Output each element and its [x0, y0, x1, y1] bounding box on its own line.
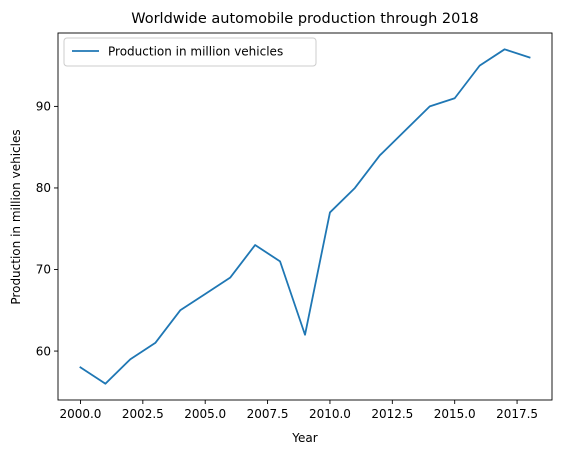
data-point-2008: [279, 260, 281, 262]
data-point-2011: [354, 187, 356, 189]
data-point-2003: [154, 342, 156, 344]
chart-title: Worldwide automobile production through …: [131, 11, 479, 27]
series-line-0: [79, 48, 531, 385]
plot-area: 2000.0 2002.5 2005.0 2007.5 2010.0 2012.5 2015…: [36, 32, 553, 421]
data-point-2002: [129, 358, 131, 360]
data-point-2006: [229, 276, 231, 278]
y-tick-label: 70: [36, 263, 51, 277]
x-tick-label: 2015.0: [434, 407, 476, 421]
data-point-2018: [528, 56, 530, 58]
x-tick-label: 2012.5: [371, 407, 413, 421]
data-point-2017: [503, 48, 505, 50]
data-point-2007: [254, 244, 256, 246]
data-point-2014: [429, 105, 431, 107]
y-tick-label: 90: [36, 100, 51, 114]
x-tick-label: 2017.5: [496, 407, 538, 421]
x-axis-label: Year: [291, 431, 317, 445]
data-point-2016: [478, 64, 480, 66]
y-axis-label: Production in million vehicles: [9, 129, 23, 304]
data-point-2000: [79, 366, 81, 368]
data-point-2010: [329, 211, 331, 213]
x-tick-label: 2007.5: [247, 407, 289, 421]
data-point-2005: [204, 293, 206, 295]
x-tick-label: 2002.5: [122, 407, 164, 421]
x-tick-label: 2010.0: [309, 407, 351, 421]
y-tick-label: 60: [36, 344, 51, 358]
x-tick-label: 2005.0: [184, 407, 226, 421]
x-tick-label: 2000.0: [59, 407, 101, 421]
legend-frame: [63, 37, 317, 67]
axes-frame: [57, 32, 553, 401]
data-point-2013: [404, 130, 406, 132]
legend: Production in million vehicles: [63, 37, 317, 67]
data-point-2015: [454, 97, 456, 99]
data-point-2009: [304, 334, 306, 336]
data-point-2001: [104, 382, 106, 384]
y-tick-label: 80: [36, 181, 51, 195]
data-point-2004: [179, 309, 181, 311]
legend-label: Production in million vehicles: [108, 45, 283, 59]
data-point-2012: [379, 154, 381, 156]
